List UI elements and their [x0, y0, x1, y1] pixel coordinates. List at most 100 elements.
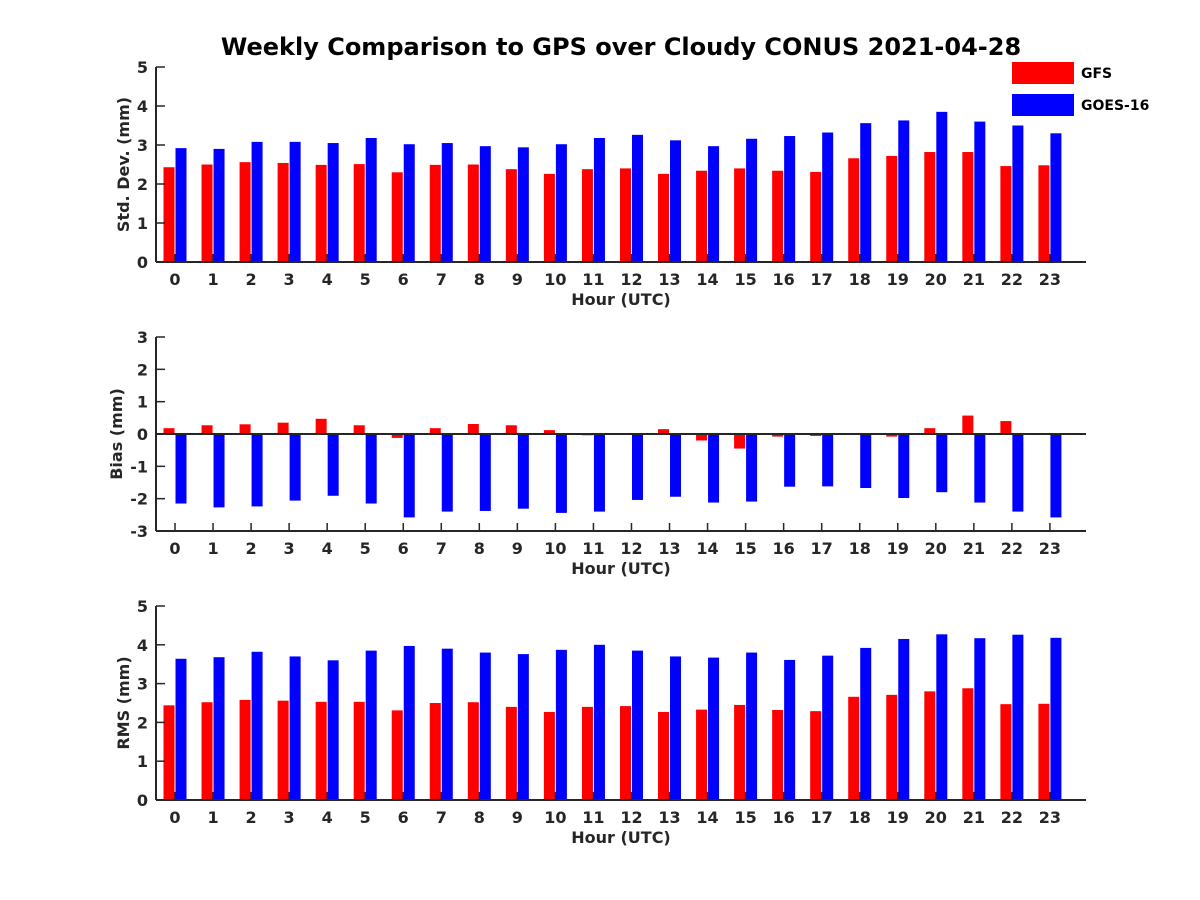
bar-goes-16-4 — [327, 660, 339, 800]
bar-goes-16-17 — [822, 434, 834, 487]
bar-goes-16-4 — [327, 143, 339, 262]
bar-gfs-20 — [924, 691, 936, 800]
bar-goes-16-21 — [974, 638, 986, 800]
bar-gfs-5 — [353, 701, 365, 800]
x-tick-label: 8 — [474, 808, 485, 827]
bar-goes-16-21 — [974, 434, 986, 503]
x-tick-label: 1 — [207, 808, 218, 827]
bar-goes-16-7 — [441, 434, 453, 512]
bar-gfs-19 — [886, 155, 898, 262]
x-tick-label: 7 — [436, 270, 447, 289]
bar-gfs-15 — [734, 168, 746, 262]
x-tick-label: 4 — [322, 270, 333, 289]
bar-goes-16-1 — [213, 148, 225, 262]
y-tick-label: 4 — [137, 636, 148, 655]
x-tick-label: 8 — [474, 270, 485, 289]
bar-goes-16-10 — [555, 434, 567, 513]
x-tick-label: 14 — [696, 270, 718, 289]
x-tick-label: 20 — [925, 539, 947, 558]
x-tick-label: 18 — [849, 270, 871, 289]
bar-goes-16-16 — [784, 659, 796, 800]
bar-goes-16-2 — [251, 434, 263, 507]
x-tick-label: 21 — [963, 808, 985, 827]
bar-goes-16-23 — [1050, 434, 1062, 518]
x-tick-label: 15 — [734, 270, 756, 289]
x-tick-label: 19 — [887, 270, 909, 289]
x-tick-label: 16 — [773, 270, 795, 289]
x-tick-label: 19 — [887, 808, 909, 827]
bar-gfs-13 — [658, 173, 670, 262]
bar-goes-16-18 — [860, 647, 872, 800]
y-tick-label: 2 — [137, 175, 148, 194]
x-tick-label: 0 — [169, 808, 180, 827]
y-tick-label: 1 — [137, 393, 148, 412]
x-tick-label: 10 — [544, 808, 566, 827]
bar-goes-16-18 — [860, 434, 872, 488]
bar-gfs-10 — [543, 173, 555, 262]
bar-gfs-14 — [696, 170, 708, 262]
bar-gfs-3 — [277, 422, 289, 434]
bar-goes-16-5 — [365, 434, 377, 504]
x-tick-label: 19 — [887, 539, 909, 558]
bar-goes-16-1 — [213, 434, 225, 508]
bar-goes-16-0 — [175, 658, 187, 800]
x-tick-label: 22 — [1001, 539, 1023, 558]
x-tick-label: 7 — [436, 539, 447, 558]
bar-goes-16-23 — [1050, 133, 1062, 262]
bar-goes-16-1 — [213, 657, 225, 800]
bar-gfs-1 — [201, 702, 213, 800]
bar-gfs-13 — [658, 711, 670, 800]
bar-goes-16-15 — [746, 434, 758, 502]
y-tick-label: 5 — [137, 597, 148, 616]
y-tick-label: -1 — [130, 457, 148, 476]
bar-goes-16-20 — [936, 111, 948, 262]
x-tick-label: 4 — [322, 808, 333, 827]
legend: GFS GOES-16 — [1012, 62, 1149, 116]
x-tick-label: 7 — [436, 808, 447, 827]
x-tick-label: 14 — [696, 539, 718, 558]
bar-gfs-8 — [467, 164, 479, 262]
bar-goes-16-8 — [479, 652, 491, 800]
x-tick-label: 13 — [658, 270, 680, 289]
bar-gfs-7 — [429, 164, 441, 262]
bar-goes-16-16 — [784, 434, 796, 487]
bar-goes-16-2 — [251, 141, 263, 262]
y-tick-label: 3 — [137, 675, 148, 694]
bar-goes-16-8 — [479, 434, 491, 511]
y-tick-label: 1 — [137, 752, 148, 771]
x-tick-label: 3 — [284, 270, 295, 289]
x-tick-label: 17 — [811, 808, 833, 827]
bar-goes-16-20 — [936, 634, 948, 800]
bar-gfs-16 — [772, 434, 784, 437]
bar-goes-16-13 — [670, 656, 682, 800]
bar-gfs-9 — [505, 706, 517, 800]
bar-goes-16-8 — [479, 146, 491, 262]
x-tick-label: 3 — [284, 539, 295, 558]
bar-gfs-22 — [1000, 421, 1012, 434]
bar-gfs-4 — [315, 164, 327, 262]
bar-goes-16-11 — [593, 137, 605, 262]
bar-goes-16-17 — [822, 132, 834, 262]
bar-gfs-19 — [886, 694, 898, 800]
bar-goes-16-15 — [746, 652, 758, 800]
bar-gfs-18 — [848, 696, 860, 800]
bar-gfs-21 — [962, 152, 974, 262]
x-axis-label: Hour (UTC) — [571, 559, 671, 578]
x-tick-label: 12 — [620, 539, 642, 558]
bar-goes-16-2 — [251, 651, 263, 800]
bar-goes-16-20 — [936, 434, 948, 493]
x-tick-label: 20 — [925, 270, 947, 289]
bar-goes-16-9 — [517, 654, 529, 800]
bar-gfs-14 — [696, 434, 708, 441]
x-tick-label: 11 — [582, 808, 604, 827]
x-tick-label: 3 — [284, 808, 295, 827]
bar-goes-16-19 — [898, 434, 910, 499]
x-tick-label: 23 — [1039, 539, 1061, 558]
bar-goes-16-3 — [289, 141, 301, 262]
x-tick-label: 5 — [360, 808, 371, 827]
y-tick-label: 2 — [137, 713, 148, 732]
x-tick-label: 9 — [512, 539, 523, 558]
